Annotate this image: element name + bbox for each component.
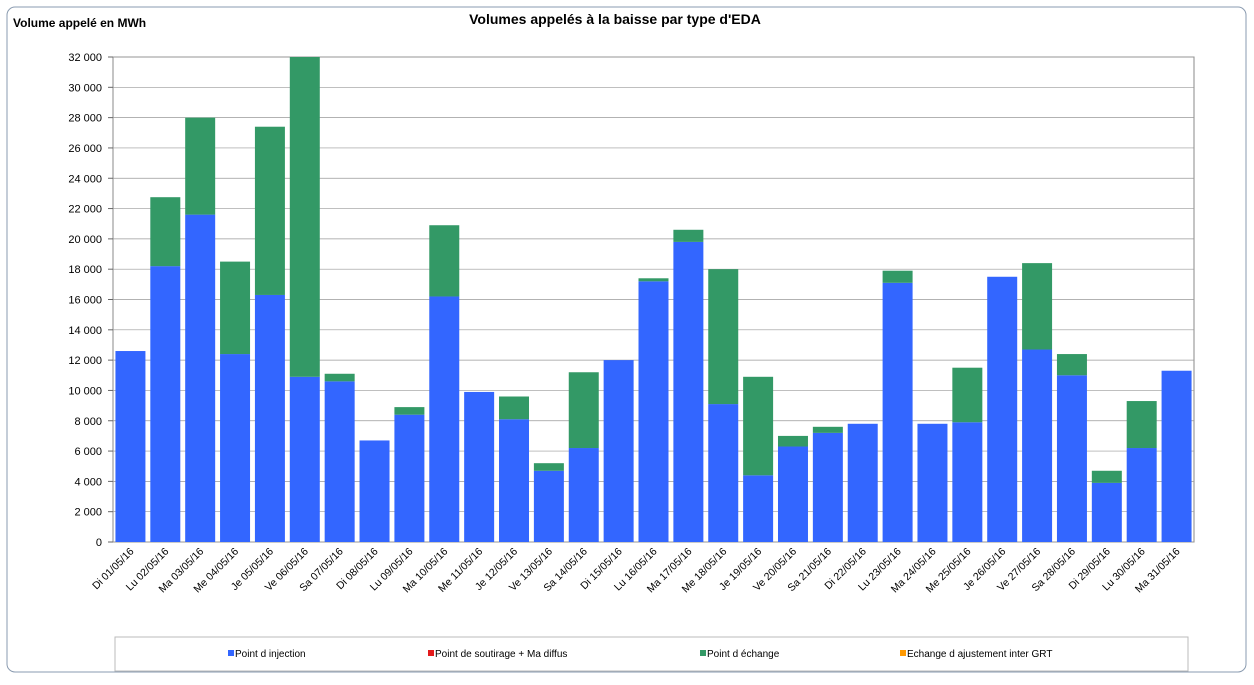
chart-title: Volumes appelés à la baisse par type d'E… [469, 11, 761, 27]
legend-label: Point de soutirage + Ma diffus [435, 649, 567, 660]
y-tick-label: 4 000 [74, 476, 102, 488]
y-tick-label: 18 000 [68, 264, 102, 276]
y-tick-label: 0 [96, 537, 102, 549]
bar-segment [882, 282, 913, 542]
y-tick-label: 26 000 [68, 143, 102, 155]
bar-segment [708, 404, 739, 542]
bar-segment [812, 432, 843, 542]
y-tick-label: 8 000 [74, 416, 102, 428]
bar-segment [185, 117, 216, 215]
bar-segment [673, 229, 704, 242]
bar-segment [429, 296, 460, 542]
bar-segment [987, 276, 1018, 542]
legend-box [114, 636, 1189, 672]
legend-label: Echange d ajustement inter GRT [907, 649, 1052, 660]
bar-segment [499, 419, 530, 542]
y-tick-label: 10 000 [68, 385, 102, 397]
bar-segment [708, 269, 739, 405]
bar-segment [638, 278, 669, 282]
bar-segment [220, 261, 251, 355]
bar-segment [1022, 349, 1053, 542]
bar-segment [673, 241, 704, 542]
bar-segment [1161, 370, 1192, 542]
bar-segment [812, 426, 843, 433]
bar-segment [952, 422, 983, 542]
bar-segment [777, 446, 808, 542]
legend-swatch [700, 650, 706, 656]
y-tick-label: 22 000 [68, 204, 102, 216]
bar-segment [882, 270, 913, 283]
y-tick-label: 14 000 [68, 325, 102, 337]
bar-segment [743, 475, 774, 542]
bar-segment [289, 57, 320, 377]
legend-swatch [428, 650, 434, 656]
legend-swatch [900, 650, 906, 656]
bar-segment [429, 225, 460, 297]
y-tick-label: 24 000 [68, 173, 102, 185]
bar-segment [1126, 448, 1157, 542]
bar-segment [185, 214, 216, 542]
bar-segment [743, 376, 774, 476]
bar-segment [1022, 263, 1053, 350]
y-axis-label: Volume appelé en MWh [13, 16, 146, 30]
bar-segment [394, 414, 425, 542]
bar-segment [289, 376, 320, 542]
y-tick-label: 32 000 [68, 52, 102, 64]
bar-segment [568, 448, 599, 542]
y-tick-label: 28 000 [68, 113, 102, 125]
bar-segment [254, 126, 285, 295]
y-tick-label: 2 000 [74, 507, 102, 519]
bar-segment [150, 266, 181, 542]
bar-segment [1091, 470, 1122, 483]
bar-segment [603, 360, 634, 542]
bar-segment [254, 294, 285, 542]
bar-segment [324, 373, 355, 382]
y-tick-label: 6 000 [74, 446, 102, 458]
bar-segment [150, 197, 181, 267]
bar-segment [394, 407, 425, 415]
bar-segment [359, 440, 390, 542]
bar-segment [1126, 401, 1157, 449]
bar-segment [917, 423, 948, 542]
bar-segment [533, 470, 564, 542]
bar-segment [499, 396, 530, 420]
y-tick-label: 20 000 [68, 234, 102, 246]
bar-segment [220, 354, 251, 542]
y-tick-label: 30 000 [68, 82, 102, 94]
bar-segment [568, 372, 599, 449]
legend-label: Point d échange [707, 649, 780, 660]
bar-segment [1091, 482, 1122, 542]
y-tick-label: 16 000 [68, 295, 102, 307]
bar-segment [464, 391, 495, 542]
bar-segment [1056, 354, 1087, 376]
bar-segment [847, 423, 878, 542]
bar-segment [533, 463, 564, 471]
bar-segment [115, 351, 146, 542]
legend-label: Point d injection [235, 649, 306, 660]
y-tick-label: 12 000 [68, 355, 102, 367]
bar-segment [324, 381, 355, 542]
bar-segment [1056, 375, 1087, 542]
bar-segment [638, 281, 669, 542]
legend-swatch [228, 650, 234, 656]
bar-segment [952, 367, 983, 423]
bar-segment [777, 435, 808, 447]
